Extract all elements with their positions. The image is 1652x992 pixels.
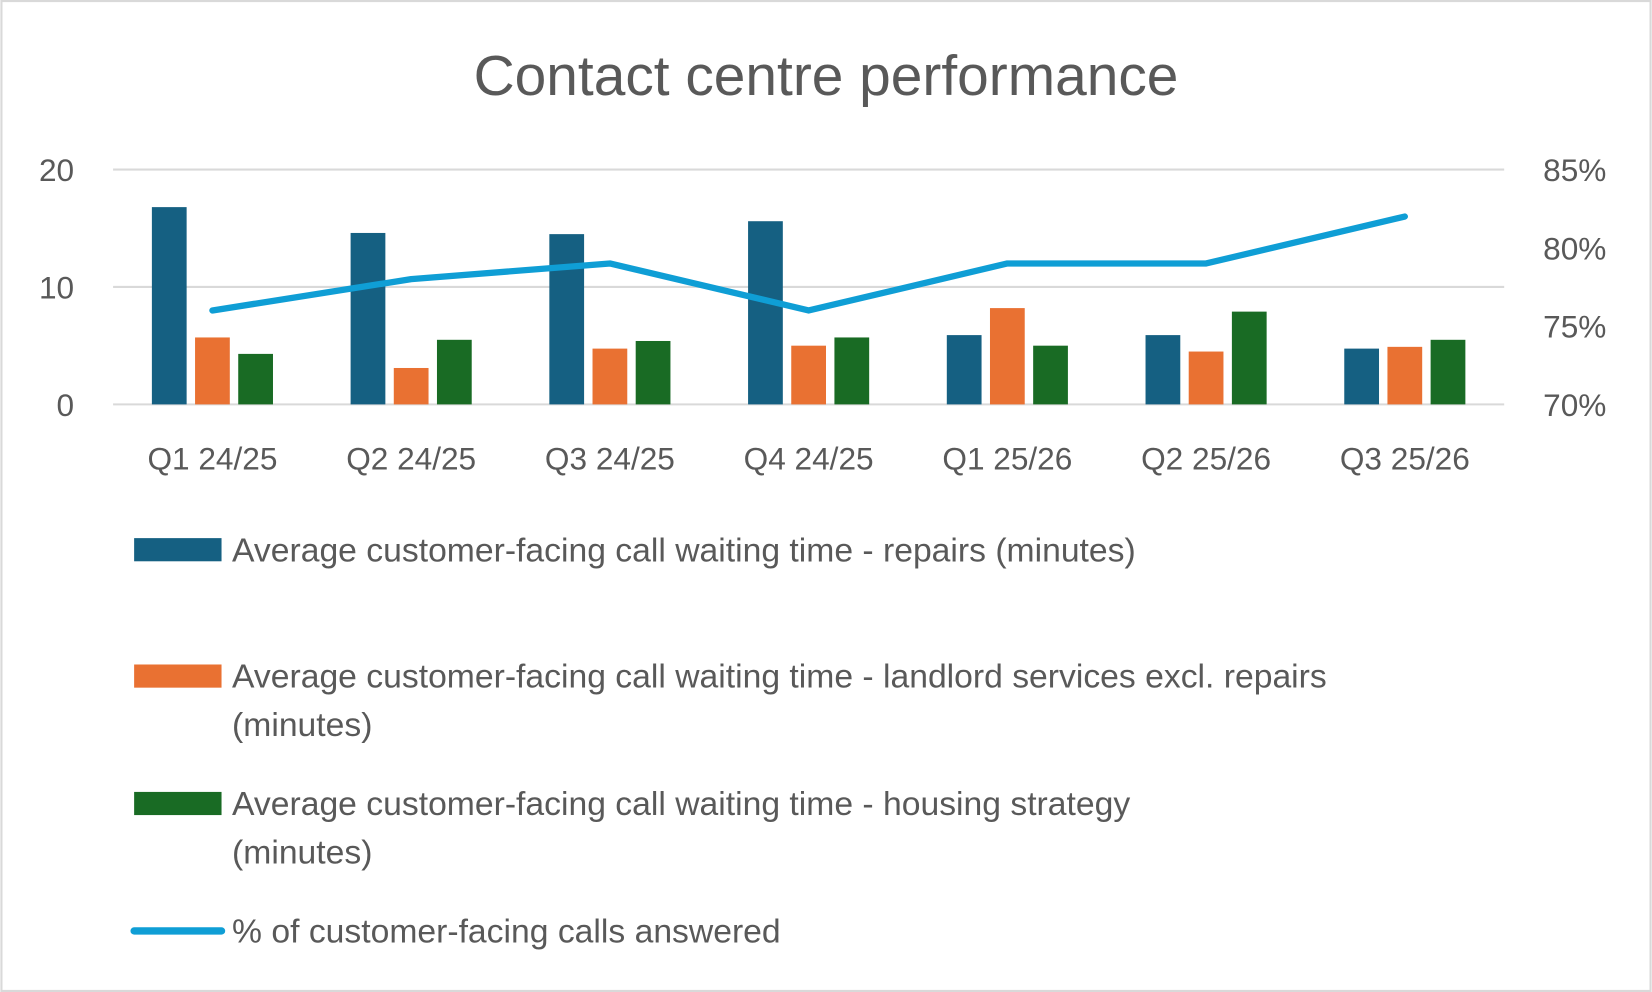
bar <box>1033 345 1068 405</box>
y-right-tick: 80% <box>1543 230 1606 266</box>
bar <box>350 232 386 405</box>
bar <box>549 234 585 405</box>
bar <box>195 337 230 405</box>
bar <box>436 339 472 405</box>
x-tick: Q1 24/25 <box>147 441 277 477</box>
y-right-tick: 75% <box>1543 309 1606 345</box>
chart-title: Contact centre performance <box>474 45 1179 108</box>
x-tick: Q2 24/25 <box>346 441 476 477</box>
x-tick: Q4 24/25 <box>744 441 874 477</box>
bar <box>989 308 1025 405</box>
bar <box>151 207 187 405</box>
bar <box>791 345 826 405</box>
bar <box>1145 335 1181 405</box>
x-tick: Q2 25/26 <box>1141 441 1271 477</box>
y-left-tick: 0 <box>57 387 75 423</box>
y-right-tick: 70% <box>1543 387 1606 423</box>
y-right-tick: 85% <box>1543 152 1606 188</box>
bar <box>1430 339 1466 405</box>
bar <box>1344 348 1380 405</box>
legend-label: Average customer-facing call waiting tim… <box>232 659 1327 744</box>
legend-label: % of customer-facing calls answered <box>232 914 781 951</box>
y-left-tick: 10 <box>39 270 74 306</box>
bar <box>1387 346 1423 405</box>
bar <box>946 335 982 405</box>
bar <box>1188 351 1224 405</box>
bar <box>238 353 273 405</box>
bar <box>1231 311 1267 405</box>
bar <box>748 221 783 405</box>
bar <box>635 340 671 405</box>
legend-swatch <box>134 791 222 816</box>
x-tick: Q1 25/26 <box>942 441 1072 477</box>
legend-label: Average customer-facing call waiting tim… <box>232 532 1136 569</box>
legend-swatch <box>134 664 222 688</box>
legend-label: Average customer-facing call waiting tim… <box>232 786 1130 871</box>
x-tick: Q3 24/25 <box>545 441 675 477</box>
legend-swatch <box>134 538 222 562</box>
bar <box>393 367 429 405</box>
bar <box>834 337 870 405</box>
bar <box>592 348 628 405</box>
y-left-tick: 20 <box>39 152 74 188</box>
x-tick: Q3 25/26 <box>1340 441 1470 477</box>
